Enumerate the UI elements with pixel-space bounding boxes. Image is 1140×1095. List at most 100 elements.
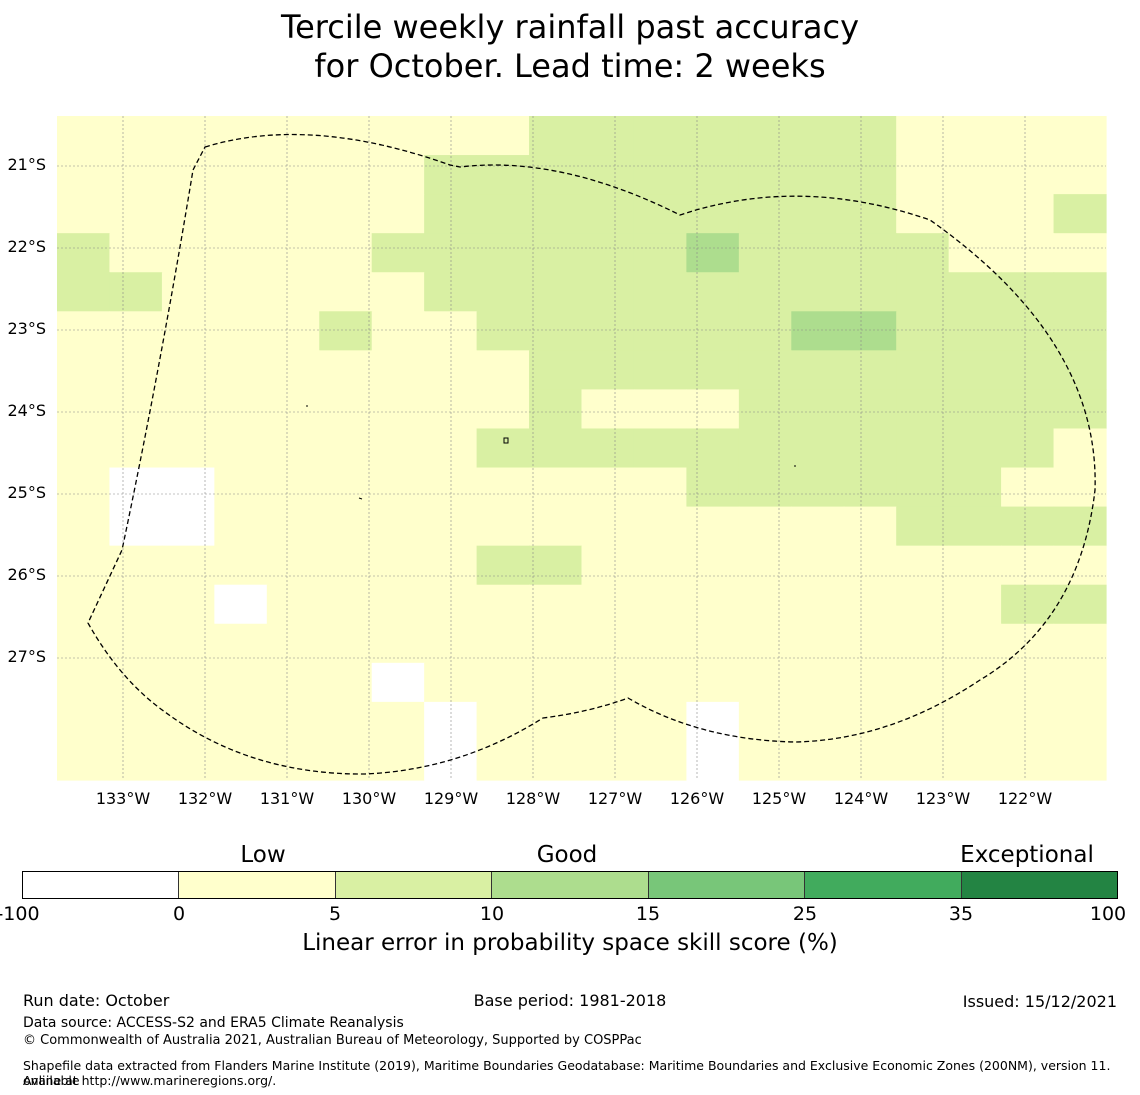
grid-cell (1053, 701, 1107, 742)
grid-cell (371, 623, 425, 664)
grid-cell (109, 740, 163, 781)
grid-cell (896, 116, 950, 156)
grid-cell (948, 584, 1002, 625)
grid-cell (371, 740, 425, 781)
grid-cell (791, 506, 845, 547)
base-period: Base period: 1981-2018 (473, 991, 667, 1010)
grid-cell (57, 194, 111, 234)
grid-cell (843, 116, 897, 156)
grid-cell (529, 272, 583, 312)
grid-cell (791, 623, 845, 664)
grid-cell (581, 623, 635, 664)
grid-cell (1053, 584, 1107, 625)
grid-cell (948, 194, 1002, 234)
grid-cell (371, 467, 425, 508)
eez-boundary (87, 133, 1096, 775)
grid-cell (738, 545, 792, 586)
grid-cell (57, 545, 111, 586)
grid-cell (1001, 194, 1055, 234)
lon-label: 126°W (669, 789, 725, 808)
grid-cell (319, 545, 373, 586)
grid-cell (214, 311, 268, 351)
grid-cell (371, 350, 425, 391)
colorbar-segment (179, 872, 336, 898)
grid-cell (633, 506, 687, 547)
grid-cell (476, 584, 530, 625)
grid-cell (57, 701, 111, 742)
lon-label: 129°W (423, 789, 479, 808)
grid-cell (686, 272, 740, 312)
grid-cell (738, 350, 792, 391)
grid-cell (1053, 740, 1107, 781)
grid-cell (266, 701, 320, 742)
grid-cell (214, 233, 268, 273)
grid-cell (266, 584, 320, 625)
grid-cell (371, 545, 425, 586)
colorbar-segment (492, 872, 649, 898)
shapefile-credit-line-2: online at http://www.marineregions.org/. (23, 1073, 277, 1088)
grid-cell (161, 506, 215, 547)
grid-cell (161, 467, 215, 508)
grid-cell (266, 467, 320, 508)
grid-cell (686, 662, 740, 703)
grid-cell (319, 584, 373, 625)
grid-cell (791, 233, 845, 273)
grid-cell (319, 311, 373, 351)
grid-cell (476, 701, 530, 742)
grid-cell (896, 233, 950, 273)
grid-cell (738, 467, 792, 508)
grid-cell (214, 623, 268, 664)
grid-cell (529, 740, 583, 781)
grid-cell (161, 389, 215, 430)
grid-cell (1053, 155, 1107, 195)
grid-cell (476, 389, 530, 430)
grid-cell (109, 545, 163, 586)
grid-cell (214, 467, 268, 508)
grid-cell (738, 389, 792, 430)
grid-cell (843, 545, 897, 586)
lon-label: 122°W (997, 789, 1053, 808)
grid-cell (686, 350, 740, 391)
grid-cell (214, 389, 268, 430)
grid-cell (896, 311, 950, 351)
grid-cell (896, 701, 950, 742)
grid-cell (581, 428, 635, 469)
island-marker (503, 437, 509, 444)
grid-cell (843, 311, 897, 351)
lat-label: 22°S (7, 237, 46, 256)
grid-cell (57, 389, 111, 430)
grid-cell (214, 740, 268, 781)
colorbar-category-low: Low (240, 842, 286, 868)
grid-cell (161, 116, 215, 156)
grid-cell (1053, 623, 1107, 664)
grid-cell (843, 233, 897, 273)
grid-cell (1053, 311, 1107, 351)
grid-cell (791, 194, 845, 234)
grid-cell (476, 545, 530, 586)
grid-cell (57, 233, 111, 273)
grid-cell (476, 428, 530, 469)
colorbar-segment (648, 872, 806, 898)
grid-cell (633, 662, 687, 703)
grid-cell (371, 311, 425, 351)
grid-cell (109, 155, 163, 195)
lon-label: 130°W (341, 789, 397, 808)
grid-cell (476, 233, 530, 273)
issued-date: Issued: 15/12/2021 (962, 992, 1117, 1011)
grid-cell (738, 662, 792, 703)
colorbar-tick: 5 (328, 903, 342, 925)
grid-cell (424, 662, 478, 703)
lon-label: 132°W (177, 789, 233, 808)
grid-cell (633, 194, 687, 234)
grid-cell (529, 233, 583, 273)
grid-cell (686, 506, 740, 547)
lat-label: 21°S (7, 155, 46, 174)
grid-cell (109, 467, 163, 508)
grid-cell (1053, 194, 1107, 234)
grid-cell (896, 428, 950, 469)
grid-cell (686, 389, 740, 430)
grid-cell (319, 506, 373, 547)
grid-cell (843, 194, 897, 234)
grid-cell (424, 701, 478, 742)
grid-cell (633, 467, 687, 508)
